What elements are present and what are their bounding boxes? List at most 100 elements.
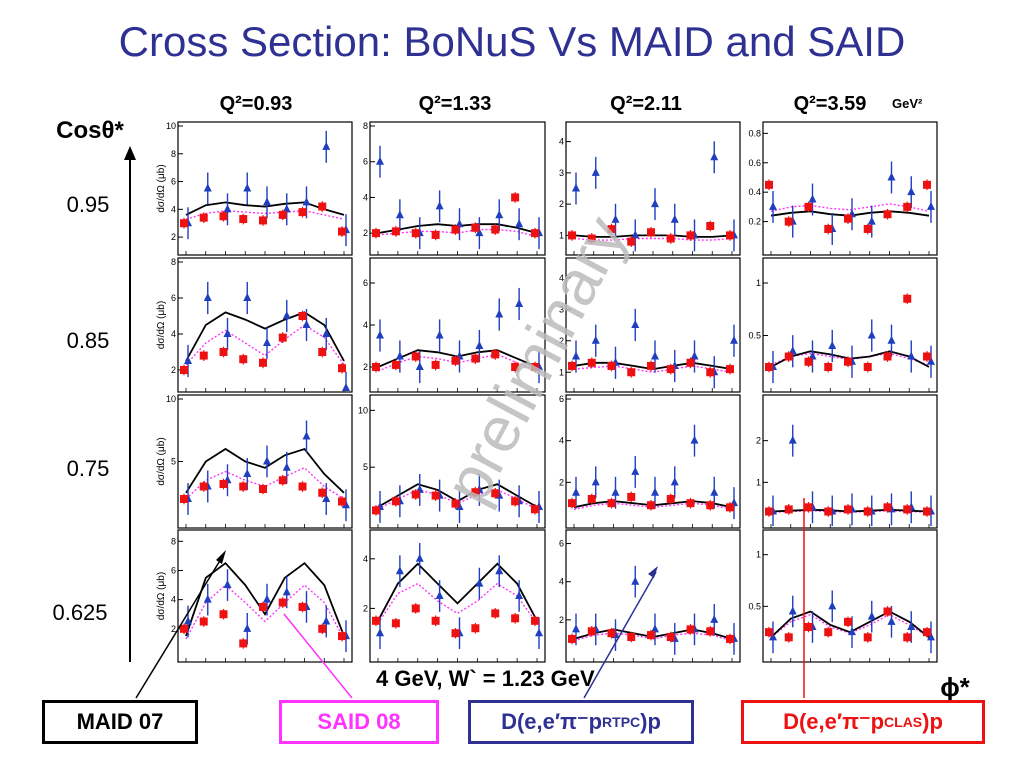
clas-point (863, 507, 872, 516)
y-tick-label: 0.4 (748, 187, 761, 197)
clas-point (706, 222, 715, 230)
column-header: Q²=2.11 (610, 93, 682, 115)
panel-y-label: dσ/dΩ (μb) (156, 572, 167, 620)
rtpc-point (282, 204, 291, 213)
clas-point (511, 363, 520, 371)
rtpc-point (828, 601, 837, 610)
clas-point (686, 358, 695, 367)
panel-frame (565, 529, 741, 663)
said-curve (185, 324, 345, 366)
rtpc-point (690, 435, 699, 444)
clas-point (391, 619, 400, 628)
rtpc-point (495, 210, 504, 219)
rtpc-point (203, 293, 212, 301)
legend-pointers (135, 498, 805, 699)
y-tick-label: 3 (559, 304, 564, 314)
clas-point (531, 229, 539, 238)
y-tick-label: 5 (171, 457, 176, 467)
clas-point (568, 231, 576, 240)
y-tick-label: 6 (171, 565, 176, 575)
clas-point (511, 497, 520, 506)
clas-point (706, 368, 715, 377)
rtpc-point (867, 216, 876, 225)
y-tick-label: 1 (756, 477, 761, 487)
clas-point (199, 482, 208, 491)
rtpc-point (203, 183, 212, 192)
clas-point (338, 364, 346, 373)
rtpc-point (690, 351, 699, 360)
said-curve (573, 502, 733, 511)
y-tick-label: 6 (559, 394, 564, 404)
clas-point (278, 598, 287, 607)
clas-point (587, 495, 596, 503)
rtpc-point (788, 435, 797, 444)
clas-point (784, 217, 793, 226)
rtpc-point (223, 204, 232, 213)
clas-point (298, 312, 307, 320)
rtpc-point (302, 431, 311, 440)
rtpc-point (282, 462, 291, 471)
clas-point (199, 617, 208, 626)
clas-point (531, 363, 539, 371)
clas-point (338, 632, 346, 641)
rtpc-point (867, 330, 876, 339)
clas-point (391, 360, 400, 369)
cos-axis-arrowhead (124, 146, 136, 160)
clas-point (491, 489, 500, 498)
y-tick-label: 2 (171, 232, 176, 242)
panel-y-label: dσ/dΩ (μb) (156, 164, 167, 212)
legend-maid-box: MAID 07 (42, 700, 198, 744)
rtpc-point (927, 632, 935, 641)
clas-point (431, 491, 440, 500)
clas-point (627, 368, 636, 377)
clas-point (726, 634, 734, 643)
clas-point (784, 633, 793, 642)
y-tick-label: 1 (756, 278, 761, 288)
clas-point (587, 627, 596, 636)
clas-point (666, 633, 675, 642)
clas-point (431, 616, 440, 625)
clas-point (784, 352, 793, 361)
clas-point (451, 356, 460, 365)
y-tick-label: 4 (171, 204, 176, 214)
panel-r1-c1: 2 4 6 (363, 257, 546, 393)
clas-point (607, 499, 616, 508)
legend-rtpc-suffix: )p (640, 709, 661, 734)
maid-curve (185, 447, 345, 494)
rtpc-point (631, 466, 640, 475)
rtpc-point (243, 293, 252, 301)
rtpc-point (887, 172, 896, 181)
y-tick-label: 0.5 (748, 331, 761, 341)
y-tick-label: 6 (559, 539, 564, 549)
clas-point (804, 623, 813, 631)
panel-r1-c3: 0.51 (748, 257, 938, 393)
clas-point (923, 628, 931, 637)
y-tick-label: 6 (363, 278, 368, 288)
rtpc-point (867, 611, 876, 620)
clas-point (726, 231, 734, 240)
clas-point (647, 631, 655, 640)
rtpc-point (808, 351, 817, 360)
clas-point (451, 225, 460, 234)
rtpc-point (395, 351, 404, 360)
y-tick-label: 2 (363, 603, 368, 613)
legend-clas-suffix: )p (922, 709, 943, 734)
rtpc-point (611, 214, 620, 223)
row-label: 0.85 (67, 328, 110, 353)
rtpc-point (591, 477, 600, 486)
rtpc-point (495, 566, 504, 575)
clas-point (318, 488, 327, 497)
rtpc-point (572, 487, 580, 496)
clas-point (824, 628, 833, 637)
clas-point (765, 180, 773, 189)
y-tick-label: 10 (358, 405, 368, 415)
legend-said-label: SAID 08 (317, 709, 401, 734)
y-tick-label: 3 (559, 168, 564, 178)
clas-point (804, 503, 813, 512)
y-tick-label: 2 (559, 615, 564, 625)
rtpc-point (395, 210, 404, 219)
cos-axis-label: Cosθ* (56, 117, 124, 144)
rtpc-point (243, 183, 252, 192)
clas-point (298, 602, 307, 611)
clas-point (903, 633, 912, 642)
